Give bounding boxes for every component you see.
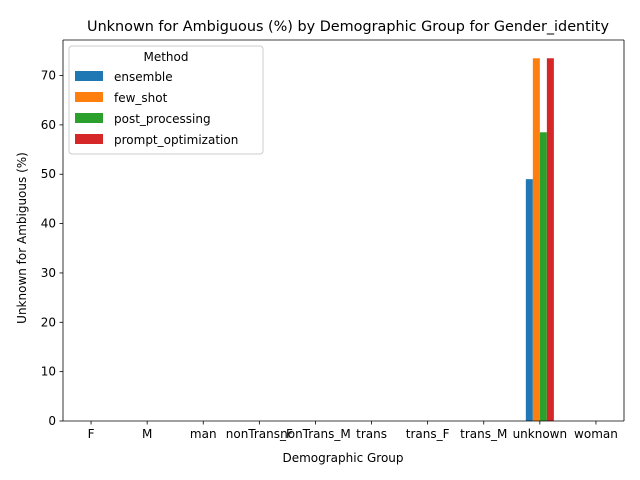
- y-tick-label: 10: [41, 365, 56, 379]
- y-axis: 0 10 20 30 40 50 60 70: [41, 69, 63, 428]
- x-tick-label: nonTrans_M: [280, 427, 351, 441]
- y-tick-label: 50: [41, 167, 56, 181]
- y-tick-label: 30: [41, 266, 56, 280]
- x-axis-label: Demographic Group: [282, 451, 403, 465]
- x-tick-label: woman: [574, 427, 618, 441]
- bar-prompt_optimization-unknown: [546, 58, 554, 421]
- legend-label-few_shot: few_shot: [114, 91, 168, 105]
- legend-swatch-ensemble: [75, 71, 103, 81]
- y-axis-label: Unknown for Ambiguous (%): [15, 152, 29, 324]
- bar-few_shot-unknown: [532, 58, 540, 421]
- chart-title: Unknown for Ambiguous (%) by Demographic…: [87, 19, 609, 35]
- y-tick-label: 20: [41, 315, 56, 329]
- legend-title: Method: [143, 50, 188, 64]
- plot-area: [62, 39, 625, 422]
- x-tick-label: trans_M: [460, 427, 507, 441]
- x-tick-label: trans: [356, 427, 387, 441]
- legend-swatch-post_processing: [75, 113, 103, 123]
- bar-ensemble-unknown: [525, 179, 533, 421]
- x-tick-label: nonTrans_F: [226, 427, 293, 441]
- y-tick-label: 40: [41, 217, 56, 231]
- legend: Method ensemble few_shot post_processingpro…: [68, 45, 264, 155]
- x-tick-label: F: [88, 427, 95, 441]
- legend-swatch-prompt_optimization: [75, 134, 103, 144]
- x-tick-label: unknown: [513, 427, 568, 441]
- legend-box: [68, 45, 264, 155]
- legend-swatch-few_shot: [75, 92, 103, 102]
- legend-label-ensemble: ensemble: [114, 70, 173, 84]
- axes-frame: [62, 39, 625, 422]
- x-tick-label: trans_F: [406, 427, 450, 441]
- y-tick-label: 70: [41, 69, 56, 83]
- y-tick-label: 60: [41, 118, 56, 132]
- y-tick-label: 0: [48, 414, 56, 428]
- x-tick-label: M: [142, 427, 152, 441]
- legend-label-post_processing: post_processing: [114, 112, 211, 126]
- legend-label-prompt_optimization: prompt_optimization: [114, 133, 238, 147]
- x-tick-label: man: [190, 427, 217, 441]
- bar-post_processing-unknown: [539, 132, 547, 421]
